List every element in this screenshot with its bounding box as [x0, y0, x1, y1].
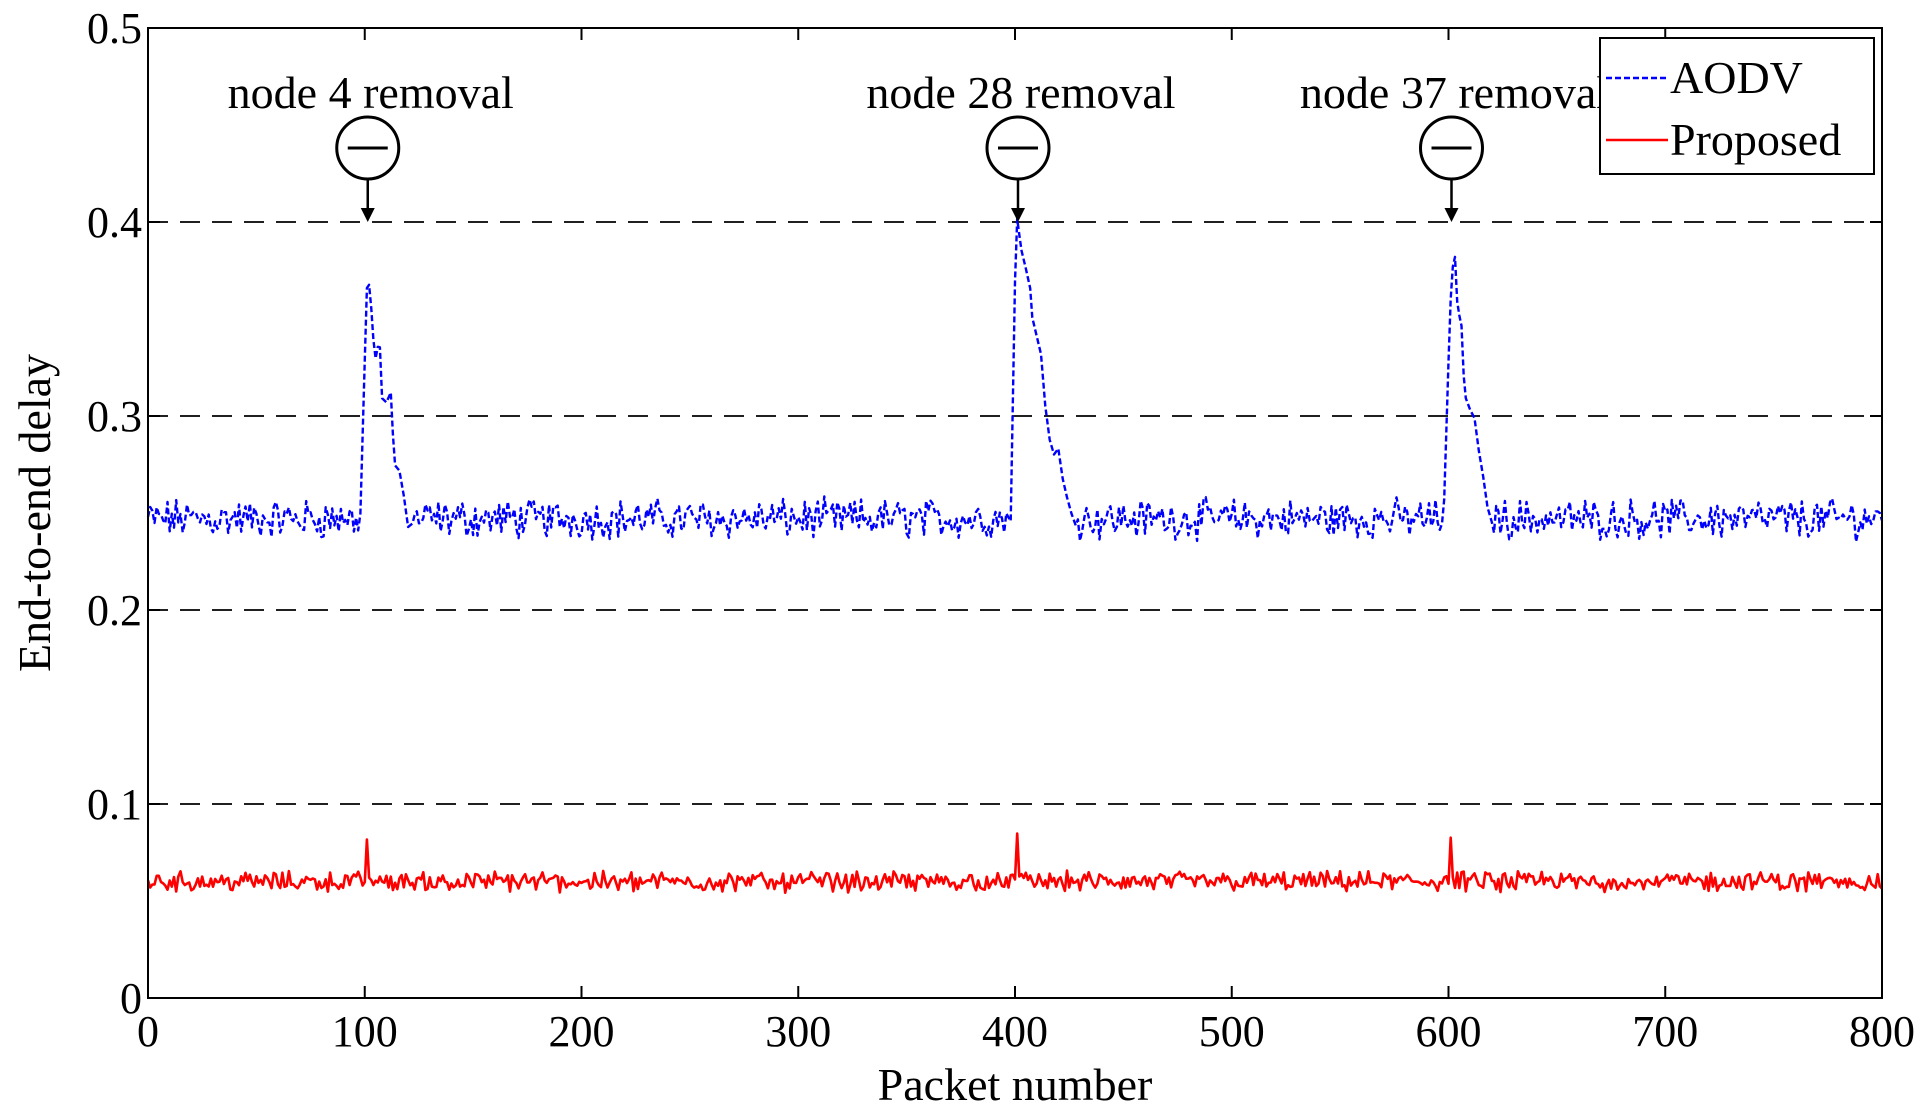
y-tick-label: 0.2: [87, 586, 142, 635]
x-tick-label: 800: [1849, 1007, 1915, 1056]
legend: AODV Proposed: [1599, 37, 1875, 175]
y-tick-label: 0.4: [87, 198, 142, 247]
annotation-arrow-head: [1444, 208, 1459, 222]
x-tick-label: 700: [1632, 1007, 1698, 1056]
x-tick-label: 100: [332, 1007, 398, 1056]
grid-lines: [148, 221, 1882, 805]
series-line-aodv: [146, 217, 1884, 543]
y-axis-label: End-to-end delay: [9, 354, 60, 672]
x-axis-label: Packet number: [878, 1059, 1153, 1109]
legend-box: [1599, 37, 1875, 175]
annotations: node 4 removal node 28 removal node 37 rem…: [228, 67, 1609, 222]
x-tick-label: 0: [137, 1007, 159, 1056]
series-line-proposed: [146, 832, 1883, 894]
series-layer: [146, 217, 1884, 894]
legend-label-aodv: AODV: [1670, 52, 1803, 103]
legend-label-proposed: Proposed: [1670, 114, 1841, 165]
x-tick-label: 300: [765, 1007, 831, 1056]
x-tick-label: 500: [1199, 1007, 1265, 1056]
axis-ticks: 0 100 200 300 400 500 600 700 800 0 0.1 0.2 0.3 0.4 0.…: [87, 4, 1915, 1056]
y-tick-label: 0: [120, 974, 142, 1023]
y-tick-label: 0.3: [87, 392, 142, 441]
x-tick-label: 600: [1416, 1007, 1482, 1056]
annotation-label: node 4 removal: [228, 67, 514, 118]
y-tick-label: 0.1: [87, 780, 142, 829]
annotation-arrow-head: [360, 208, 375, 222]
annotation-label: node 28 removal: [866, 67, 1175, 118]
annotation-arrow-head: [1011, 208, 1025, 222]
annotation-label: node 37 removal: [1300, 67, 1609, 118]
x-tick-label: 200: [549, 1007, 615, 1056]
x-tick-label: 400: [982, 1007, 1048, 1056]
y-tick-label: 0.5: [87, 4, 142, 53]
